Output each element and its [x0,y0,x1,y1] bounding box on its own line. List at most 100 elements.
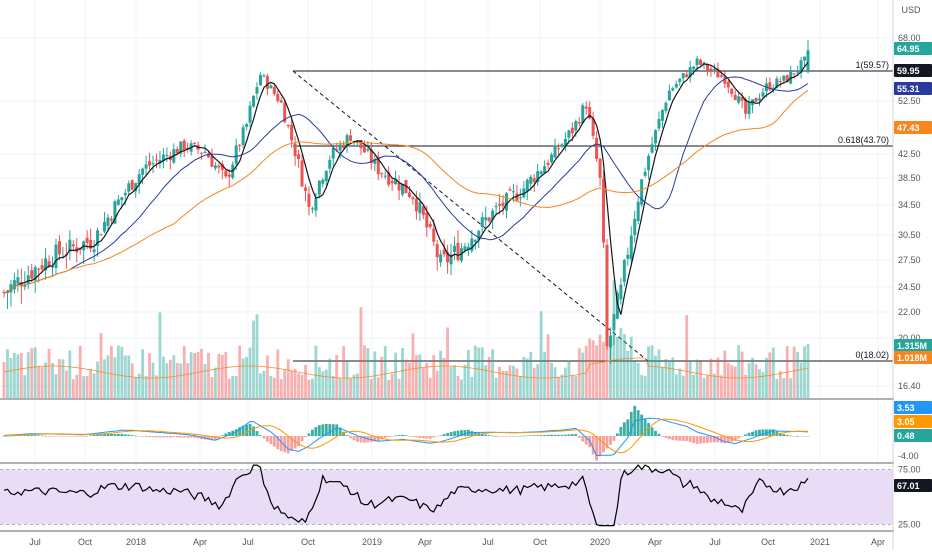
volume-bar [501,370,505,398]
candle-body [550,154,554,163]
price-tick-label: 34.50 [898,200,921,210]
candle-body [543,166,547,174]
volume-bar [331,376,335,398]
macd-histogram-bar [304,436,307,437]
macd-histogram-bar [460,430,463,436]
volume-bar [425,362,429,398]
candle-body [421,206,425,216]
volume-bar [574,375,578,398]
macd-histogram-bar [255,431,259,436]
fib-level-label: 0(18.02) [855,350,889,360]
volume-bar [719,375,723,398]
macd-histogram-bar [96,434,99,436]
candle-body [276,93,280,102]
volume-bar [311,378,314,398]
candle-body [508,189,512,191]
volume-bar [366,347,370,398]
rsi-band [0,469,893,525]
volume-bar [605,342,609,398]
macd-histogram-bar [110,433,113,436]
fibonacci-retracement[interactable]: 1(59.57) 0.618(43.70) 0(18.02) [292,60,893,362]
volume-bar [456,376,460,398]
candle-body [501,202,505,207]
macd-histogram-bar [324,424,328,436]
candle-body [109,218,113,221]
candle-body [349,135,353,141]
macd-histogram-bar [217,436,221,438]
candle-body [130,180,134,190]
volume-bar [622,334,626,398]
macd-histogram-bar [716,436,720,443]
volume-bar [54,374,58,398]
macd-histogram-bar [182,436,186,438]
candle-body [26,275,30,285]
volume-bar [550,362,553,398]
macd-histogram-bar [553,434,557,436]
volume-bar [328,358,332,398]
macd-histogram-bar [123,434,127,436]
candle-body [51,266,55,268]
volume-bar [394,352,398,398]
candle-body [560,144,564,147]
volume-bar [702,377,706,398]
volume-bar [376,377,380,398]
macd-badge: 3.53 [897,403,915,413]
candle-body [536,171,540,183]
volume-bar [338,377,342,398]
macd-histogram-bar [328,424,332,436]
macd-histogram-bar [473,432,477,436]
macd-histogram-bar [116,433,120,436]
candle-body [227,174,231,177]
volume-badge: 1.315M [897,341,927,351]
candle-body [92,249,96,253]
time-axis[interactable]: Jul Oct 2018 Apr Jul Oct 2019 Apr Jul Oct 2020 Apr J… [29,537,885,547]
candle-body [44,258,48,271]
candle-body [373,158,377,164]
candle-body [234,145,238,164]
volume-bar [695,359,699,398]
ma-fast-badge-bg [894,64,932,77]
candle-body [30,270,34,279]
candle-body [529,176,533,184]
macd-histogram-bar [449,432,453,436]
macd-histogram-bar [543,434,547,436]
macd-histogram-bar [134,435,138,437]
volume-bar [567,360,571,398]
macd-histogram-bar [598,436,602,457]
macd-histogram-bar [529,435,533,436]
volume-bars [2,280,810,398]
volume-bar [248,347,252,398]
macd-histogram-bar [560,434,564,436]
macd-histogram-bar [68,436,72,437]
macd-histogram-bar [577,436,581,438]
macd-histogram-bar [685,436,689,441]
macd-histogram-bar [584,436,588,445]
time-tick-label: Apr [871,537,885,547]
macd-histogram-bar [397,435,401,436]
candle-body [615,292,619,319]
candle-body [331,147,335,159]
volume-bar [674,374,678,398]
macd-histogram-bar [782,434,786,436]
candle-body [137,174,141,185]
candle-body [9,284,13,293]
volume-bar [220,354,224,398]
volume-bar [643,375,647,398]
candle-body [671,88,675,91]
candle-body [598,158,602,178]
candle-body [716,68,720,78]
candle-body [678,78,682,82]
volume-bar [293,368,297,398]
volume-bar [227,378,231,398]
volume-bar [359,307,363,398]
volume-bar [352,374,356,398]
volume-bar [411,333,415,398]
candle-body [418,202,422,214]
macd-histogram-bar [695,436,699,444]
volume-bar [408,362,411,398]
candle-body [175,148,179,154]
macd-histogram-bar [151,436,155,438]
